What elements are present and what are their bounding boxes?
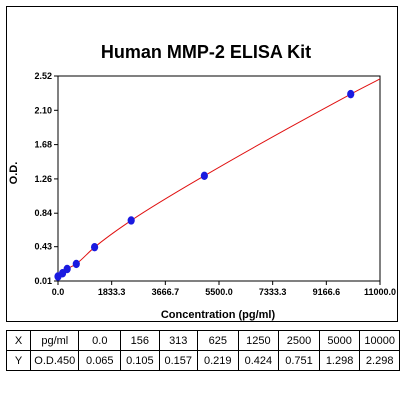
x-tick-label: 9166.6: [313, 287, 341, 297]
table-cell: 0.065: [78, 350, 122, 371]
table-cell: 0.219: [196, 350, 239, 371]
y-tick-label: 0.01: [34, 276, 52, 286]
y-tick-label: 0.43: [34, 242, 52, 252]
table-row: Y O.D.450 0.065 0.105 0.157 0.219 0.424 0.751 1.…: [5, 350, 400, 371]
data-point: [347, 89, 355, 99]
x-tick-label: 5500.0: [205, 287, 233, 297]
x-tick-label: 7333.3: [259, 287, 287, 297]
table-cell: 0.424: [237, 350, 280, 371]
x-tick-label: 11000.0: [364, 287, 396, 297]
table-cell: 5000: [318, 330, 361, 351]
table-cell: 2.298: [359, 350, 400, 371]
table-cell: 1.298: [318, 350, 361, 371]
data-point: [63, 264, 71, 274]
table-cell: pg/ml: [30, 330, 80, 351]
table-cell: Y: [5, 350, 32, 371]
table-cell: 625: [196, 330, 239, 351]
fit-curve: [57, 78, 381, 277]
chart-title: Human MMP-2 ELISA Kit: [101, 42, 311, 62]
plot-border: [57, 75, 381, 282]
table-cell: 0.105: [120, 350, 160, 371]
table-cell: 2500: [278, 330, 320, 351]
chart-frame: [6, 6, 398, 322]
y-tick-label: 0.84: [34, 208, 52, 218]
chart: Human MMP-2 ELISA Kit 0.01 0.43 0.84 1.26 1.…: [8, 42, 396, 321]
x-tick-label: 3666.7: [152, 287, 180, 297]
data-point: [127, 216, 135, 225]
table-cell: 0.751: [278, 350, 320, 371]
table-cell: 1250: [237, 330, 280, 351]
x-tick-label: 1833.3: [98, 287, 126, 297]
data-point: [72, 259, 80, 269]
table-cell: 156: [120, 330, 160, 351]
y-tick-label: 2.10: [34, 105, 52, 115]
table-cell: X: [5, 330, 32, 351]
table-cell: 10000: [359, 330, 400, 351]
data-point: [200, 171, 208, 181]
data-point: [90, 242, 99, 252]
x-tick-label: 0.0: [52, 287, 65, 297]
table-cell: 313: [158, 330, 198, 351]
table-cell: 0.157: [158, 350, 198, 371]
y-axis-label: O.D.: [8, 162, 20, 185]
table-cell: O.D.450: [30, 350, 80, 371]
y-tick-label: 1.26: [34, 174, 52, 184]
y-tick-label: 1.68: [34, 140, 52, 150]
y-tick-label: 2.52: [34, 71, 52, 81]
x-axis-label: Concentration (pg/ml): [161, 309, 276, 321]
plot-area: 0.01 0.43 0.84 1.26 1.68 2.10 2.52 0.0 1833.3 366…: [34, 71, 396, 297]
table-cell: 0.0: [78, 330, 122, 351]
